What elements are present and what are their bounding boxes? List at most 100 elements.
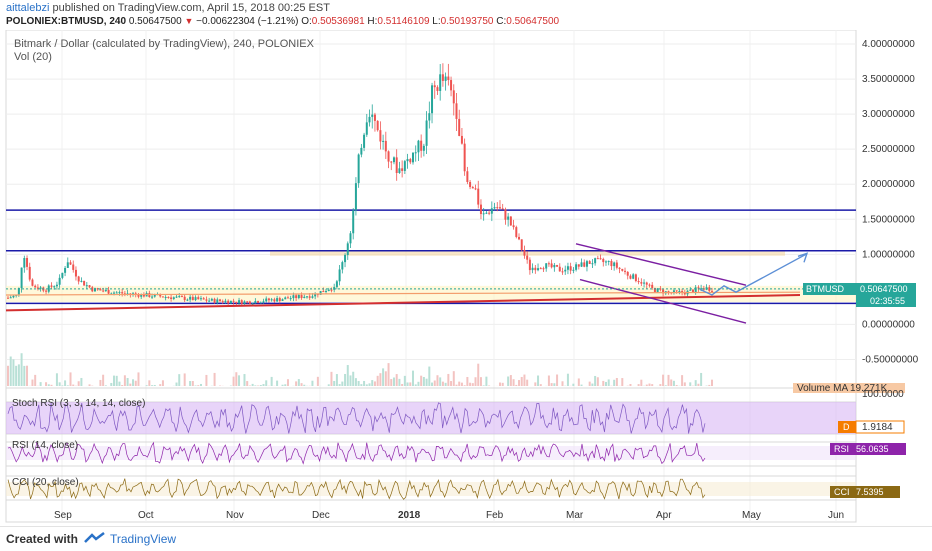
stoch-badge-value: 1.9184 <box>862 422 893 433</box>
volume-bar <box>589 382 591 386</box>
candle-body <box>341 262 343 269</box>
candle-body <box>70 262 72 264</box>
x-tick-label: Nov <box>226 510 244 521</box>
candle-body <box>388 151 390 161</box>
volume-bar <box>461 383 463 386</box>
volume-bar <box>328 384 330 386</box>
candle-body <box>559 267 561 272</box>
candle-body <box>371 115 373 117</box>
candle-body <box>211 299 213 301</box>
volume-bar <box>72 385 74 386</box>
cci-band <box>6 482 856 496</box>
volume-bar <box>670 379 672 386</box>
candle-body <box>282 299 284 301</box>
candle-body <box>532 268 534 270</box>
candle-body <box>469 182 471 187</box>
candle-body <box>295 295 297 298</box>
candle-body <box>29 267 31 280</box>
candle-body <box>230 301 232 304</box>
volume-bar <box>676 385 678 386</box>
candle-body <box>276 298 278 301</box>
volume-bar <box>254 385 256 386</box>
chart-canvas[interactable]: 4.000000003.500000003.000000002.50000000… <box>0 30 932 526</box>
candle-body <box>195 297 197 300</box>
volume-bar <box>132 379 134 386</box>
x-tick-label: Feb <box>486 510 504 521</box>
candle-body <box>214 299 216 303</box>
x-tick-label: Mar <box>566 510 584 521</box>
volume-bar <box>146 385 148 386</box>
candle-body <box>355 183 357 210</box>
volume-bar <box>608 379 610 386</box>
candle-body <box>238 300 240 303</box>
candle-body <box>504 209 506 219</box>
indicator-panes <box>6 402 856 499</box>
volume-bar <box>303 385 305 386</box>
volume-bar <box>567 374 569 386</box>
candle-body <box>349 233 351 243</box>
low-value: 0.50193750 <box>441 16 494 27</box>
volume-bar <box>436 375 438 386</box>
volume-bar <box>700 373 702 386</box>
author-link[interactable]: aittalebzi <box>6 2 49 14</box>
volume-bar <box>246 381 248 386</box>
volume-bar <box>284 384 286 386</box>
price-axis[interactable]: 4.000000003.500000003.000000002.50000000… <box>862 39 919 365</box>
volume-bar <box>184 373 186 386</box>
candle-body <box>352 210 354 233</box>
candle-body <box>600 258 602 259</box>
candle-body <box>556 265 558 267</box>
tradingview-brand[interactable]: TradingView <box>110 532 176 546</box>
volume-bar <box>374 381 376 386</box>
candle-body <box>510 217 512 226</box>
volume-bar <box>518 380 520 386</box>
candle-body <box>170 297 172 299</box>
candle-body <box>542 268 544 269</box>
volume-bar <box>417 382 419 386</box>
volume-bar <box>469 383 471 386</box>
open-value: 0.50536981 <box>312 16 365 27</box>
candle-body <box>507 217 509 220</box>
volume-bar <box>453 371 455 386</box>
volume-bar <box>431 383 433 386</box>
volume-bar <box>61 385 63 386</box>
candle-body <box>205 299 207 300</box>
volume-bar <box>396 374 398 386</box>
candle-body <box>363 135 365 148</box>
volume-bar <box>263 384 265 386</box>
pane-title: Bitmark / Dollar (calculated by TradingV… <box>14 38 315 50</box>
volume-bar <box>572 384 574 386</box>
candle-body <box>306 296 308 297</box>
candle-body <box>241 300 243 304</box>
candle-body <box>423 146 425 151</box>
y-tick-label: 1.00000000 <box>862 249 915 260</box>
candle-body <box>290 298 292 299</box>
candle-body <box>439 74 441 91</box>
candle-body <box>572 270 574 271</box>
candle-body <box>273 299 275 301</box>
volume-bar <box>59 382 61 386</box>
candle-body <box>412 153 414 163</box>
candle-body <box>586 261 588 267</box>
candle-body <box>434 85 436 87</box>
volume-bar <box>485 377 487 386</box>
candle-body <box>347 243 349 255</box>
volume-bar <box>352 372 354 386</box>
y-tick-label: 3.00000000 <box>862 109 915 120</box>
volume-bar <box>26 366 28 386</box>
x-tick-label: 2018 <box>398 510 421 521</box>
volume-bar <box>521 377 523 386</box>
volume-bar <box>78 381 80 386</box>
candle-body <box>83 281 85 286</box>
candle-body <box>477 189 479 205</box>
candle-body <box>344 255 346 262</box>
candle-body <box>105 290 107 291</box>
candle-body <box>458 119 460 136</box>
volume-bar <box>464 385 466 386</box>
volume-bar <box>311 381 313 386</box>
candle-body <box>165 297 167 298</box>
volume-bar <box>665 385 667 386</box>
volume-bar <box>477 364 479 386</box>
candle-body <box>616 262 618 267</box>
candle-body <box>428 113 430 120</box>
